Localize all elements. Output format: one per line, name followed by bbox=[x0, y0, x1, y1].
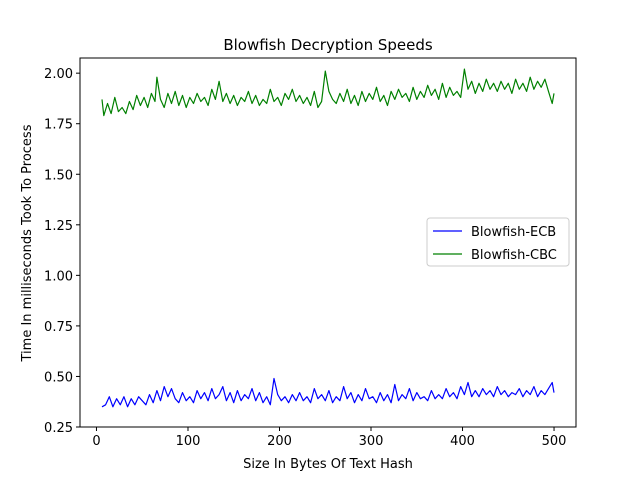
plot-area bbox=[79, 57, 577, 428]
axes-frame bbox=[79, 57, 577, 428]
x-tick-label: 400 bbox=[450, 434, 475, 449]
x-tick-label: 500 bbox=[542, 434, 567, 449]
x-tick-label: 100 bbox=[176, 434, 201, 449]
y-tick-label: 1.50 bbox=[44, 168, 73, 183]
y-tick-label: 1.00 bbox=[44, 269, 73, 284]
legend-box bbox=[426, 217, 570, 267]
y-tick-label: 1.75 bbox=[44, 118, 73, 133]
x-tick-label: 0 bbox=[92, 434, 100, 449]
chart-title: Blowfish Decryption Speeds bbox=[223, 36, 433, 54]
x-axis: 0 100 200 300 400 500 bbox=[92, 427, 566, 449]
legend-label: Blowfish-CBC bbox=[471, 248, 557, 263]
x-axis-label: Size In Bytes Of Text Hash bbox=[243, 457, 413, 472]
x-tick-label: 300 bbox=[359, 434, 384, 449]
x-tick-label: 200 bbox=[267, 434, 292, 449]
y-axis: 0.25 0.50 0.75 1.00 1.25 1.50 1.75 2.00 bbox=[44, 67, 80, 436]
y-tick-label: 2.00 bbox=[44, 67, 73, 82]
series-line-blowfish-ecb bbox=[101, 377, 555, 408]
y-tick-label: 0.25 bbox=[44, 421, 73, 436]
y-axis-label: Time In milliseconds Took To Process bbox=[20, 124, 35, 362]
y-tick-label: 0.50 bbox=[44, 370, 73, 385]
legend: Blowfish-ECB Blowfish-CBC bbox=[426, 217, 570, 267]
legend-label: Blowfish-ECB bbox=[471, 225, 556, 240]
y-tick-label: 1.25 bbox=[44, 219, 73, 234]
series-layer bbox=[101, 68, 555, 408]
y-tick-label: 0.75 bbox=[44, 320, 73, 335]
series-line-blowfish-cbc bbox=[101, 68, 555, 117]
